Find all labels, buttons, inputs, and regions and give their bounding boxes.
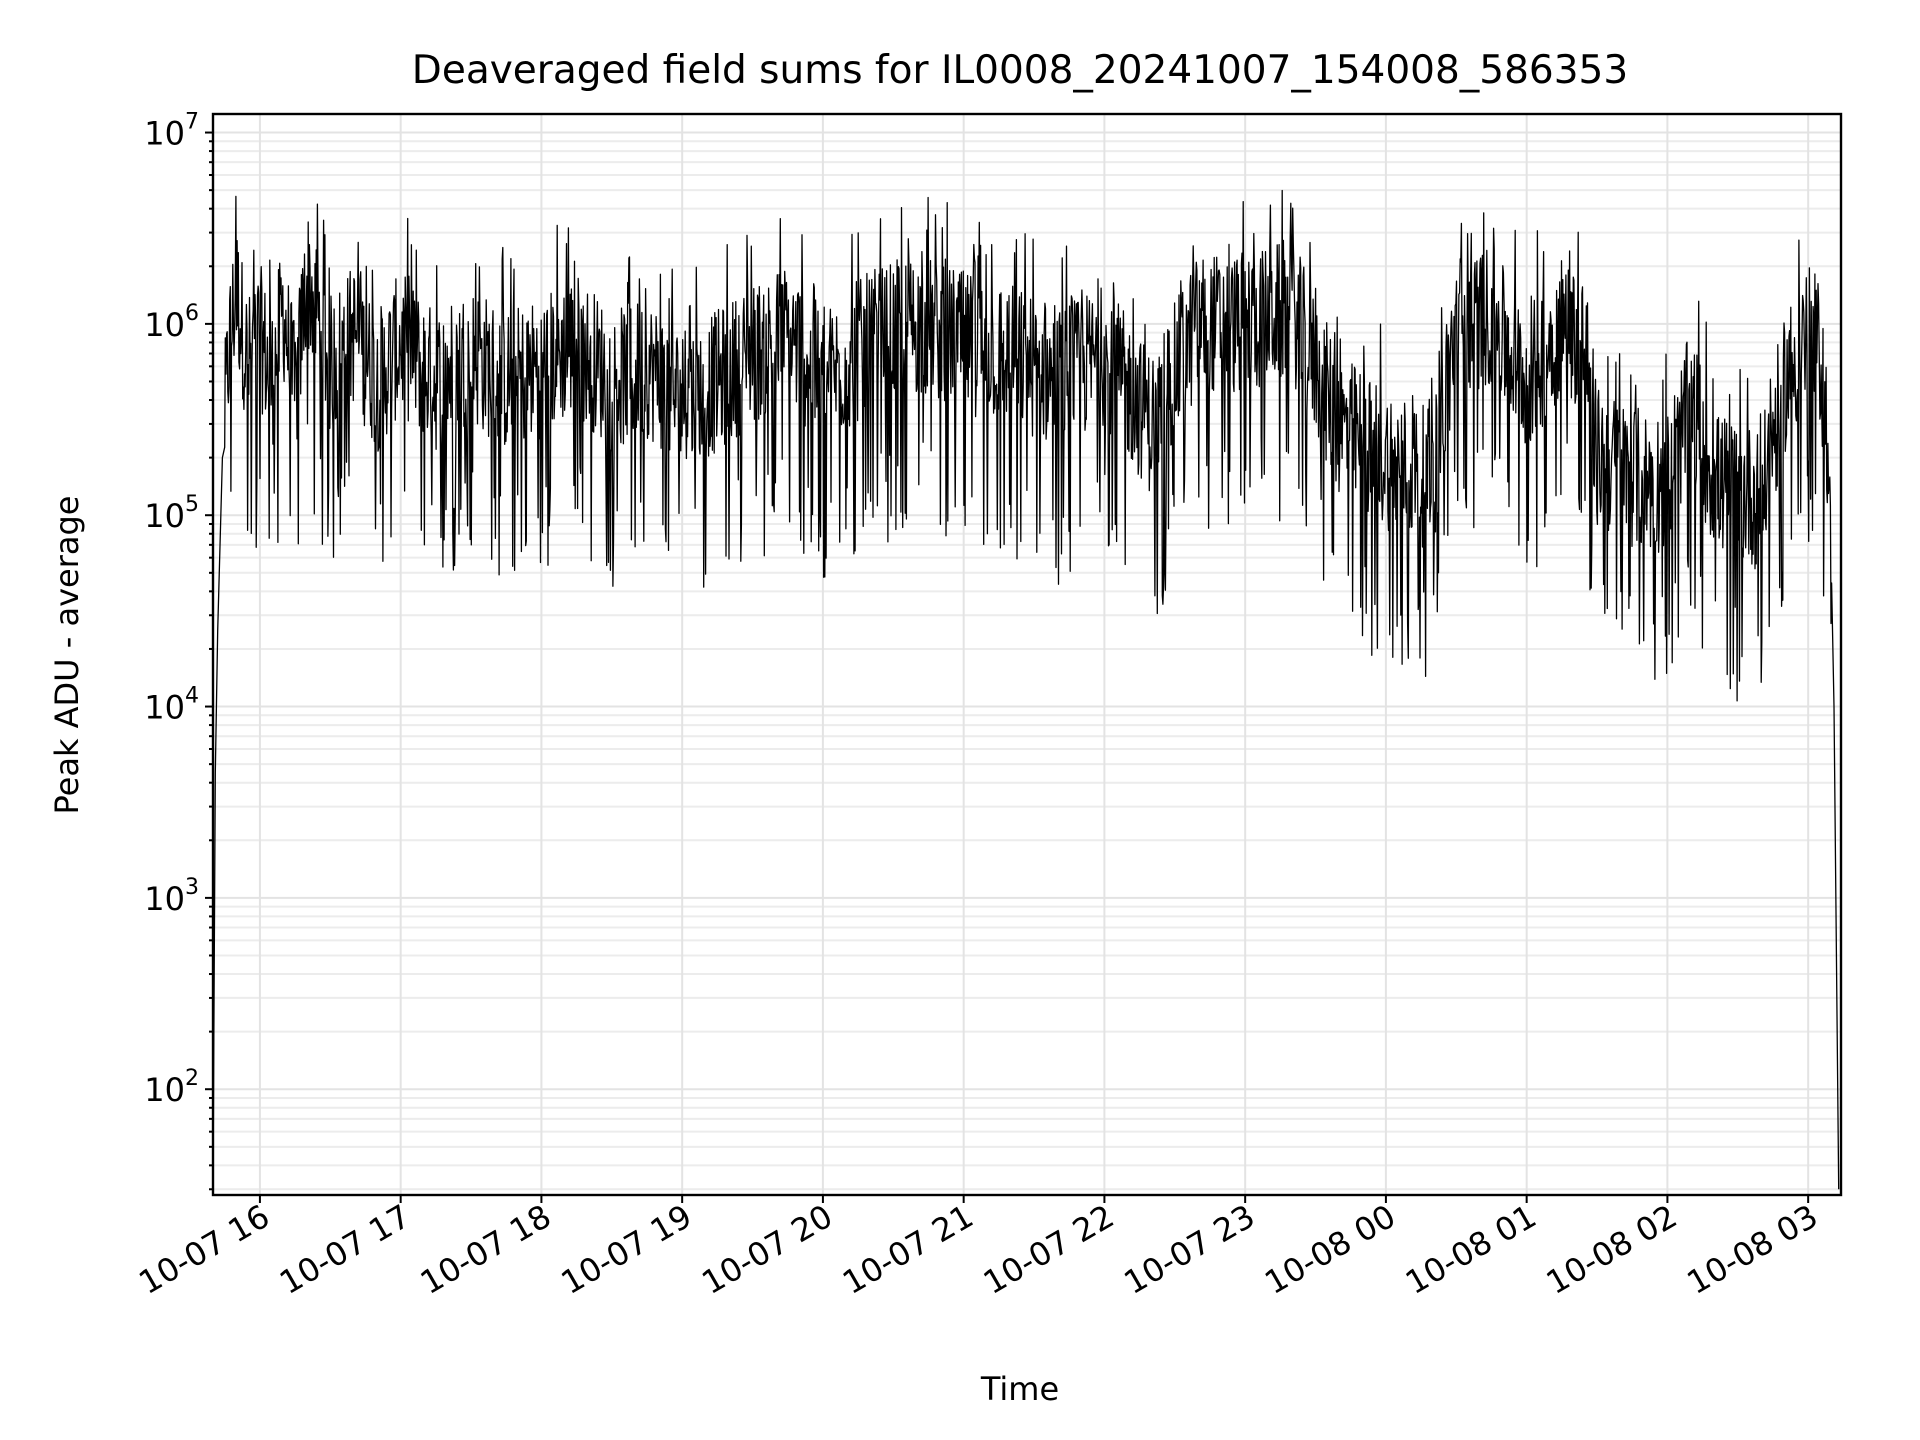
- y-tick-label: 106: [144, 301, 199, 344]
- y-tick-label: 105: [144, 492, 199, 535]
- series-layer: [212, 189, 1840, 1190]
- y-tick-base: 10: [144, 1071, 185, 1109]
- y-tick-label: 107: [144, 110, 199, 153]
- x-axis-title: Time: [980, 1370, 1059, 1408]
- y-tick-label: 104: [144, 684, 199, 727]
- y-tick-base: 10: [144, 880, 185, 918]
- y-tick-base: 10: [144, 689, 185, 727]
- y-tick-exponent: 6: [185, 301, 199, 326]
- y-tick-base: 10: [144, 497, 185, 535]
- y-tick-exponent: 4: [185, 684, 199, 709]
- y-tick-exponent: 2: [185, 1066, 199, 1091]
- y-tick-exponent: 3: [185, 875, 199, 900]
- y-tick-exponent: 7: [185, 110, 199, 135]
- y-tick-exponent: 5: [185, 492, 199, 517]
- y-tick-label: 103: [144, 875, 199, 918]
- chart-title: Deaveraged field sums for IL0008_2024100…: [412, 48, 1628, 93]
- y-axis-title: Peak ADU - average: [48, 496, 86, 815]
- y-tick-label: 102: [144, 1066, 199, 1109]
- plot-area-frame: [211, 112, 1843, 1197]
- y-tick-base: 10: [144, 115, 185, 153]
- minor-gridlines: [213, 140, 1841, 1191]
- y-tick-base: 10: [144, 306, 185, 344]
- series-line: [212, 189, 1840, 1190]
